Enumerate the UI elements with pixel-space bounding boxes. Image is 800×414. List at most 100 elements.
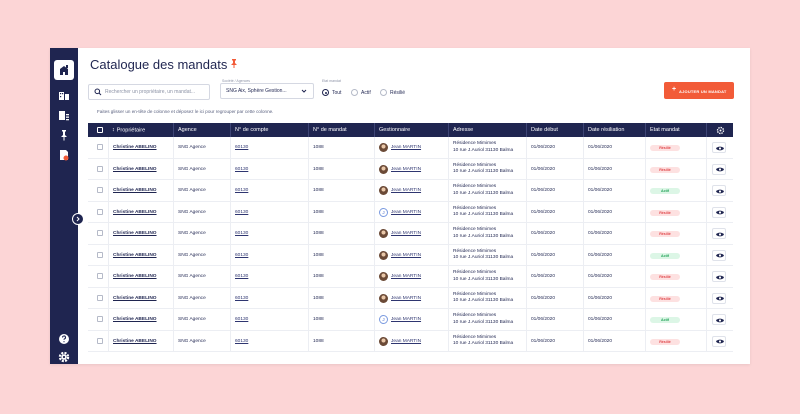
pin-icon[interactable] xyxy=(57,128,71,142)
view-button[interactable] xyxy=(712,314,726,325)
radio-dot[interactable] xyxy=(322,89,329,96)
account-link[interactable]: 60130 xyxy=(235,209,249,215)
view-button[interactable] xyxy=(712,163,726,175)
view-button[interactable] xyxy=(712,228,726,239)
column-header-status[interactable]: Etat mandat xyxy=(645,123,680,137)
manager-cell[interactable]: J Jean MARTIN xyxy=(374,309,448,331)
column-header-end[interactable]: Date résiliation xyxy=(583,123,624,137)
row-checkbox[interactable] xyxy=(97,273,103,279)
account-link[interactable]: 60130 xyxy=(235,145,249,150)
manager-cell[interactable]: Jean MARTIN xyxy=(374,287,448,309)
owner-link[interactable]: Christine ABELINO xyxy=(113,166,157,172)
manager-cell[interactable]: Jean MARTIN xyxy=(374,223,448,245)
row-checkbox[interactable] xyxy=(97,165,103,172)
account-link[interactable]: 60130 xyxy=(235,188,249,193)
manager-link[interactable]: Jean MARTIN xyxy=(391,209,422,215)
account-cell[interactable]: 60130 xyxy=(230,180,308,202)
row-checkbox[interactable] xyxy=(97,294,103,301)
owner-cell[interactable]: Christine ABELINO xyxy=(108,287,173,309)
pin-icon[interactable] xyxy=(230,59,238,68)
owner-cell[interactable]: Christine ABELINO xyxy=(108,330,173,352)
account-cell[interactable]: 60130 xyxy=(230,201,308,223)
column-settings-button[interactable] xyxy=(706,123,733,137)
manager-link[interactable]: Jean MARTIN xyxy=(391,145,422,150)
owner-cell[interactable]: Christine ABELINO xyxy=(108,223,173,245)
owner-link[interactable]: Christine ABELINO xyxy=(113,338,157,344)
manager-cell[interactable]: Jean MARTIN xyxy=(374,330,448,352)
account-link[interactable]: 60130 xyxy=(235,338,249,344)
column-header-manager[interactable]: Gestionnaire xyxy=(374,123,410,137)
column-header-address[interactable]: Adresse xyxy=(448,123,473,137)
view-button[interactable] xyxy=(712,335,726,347)
account-cell[interactable]: 60130 xyxy=(230,158,308,180)
owner-cell[interactable]: Christine ABELINO xyxy=(108,201,173,223)
table-row[interactable]: Christine ABELINO SNG Agence 60130 1088 Jean… xyxy=(88,330,733,352)
manager-cell[interactable]: Jean MARTIN xyxy=(374,180,448,202)
building-icon[interactable] xyxy=(57,88,71,102)
view-button[interactable] xyxy=(712,292,726,304)
owner-link[interactable]: Christine ABELINO xyxy=(113,231,157,236)
owner-cell[interactable]: Christine ABELINO xyxy=(108,309,173,331)
account-link[interactable]: 60130 xyxy=(235,231,249,236)
column-header-agency[interactable]: Agence xyxy=(173,123,197,137)
manager-cell[interactable]: J Jean MARTIN xyxy=(374,201,448,223)
view-button[interactable] xyxy=(712,185,726,196)
owner-link[interactable]: Christine ABELINO xyxy=(113,295,157,301)
row-checkbox[interactable] xyxy=(97,208,103,215)
manager-cell[interactable]: Jean MARTIN xyxy=(374,266,448,288)
account-cell[interactable]: 60130 xyxy=(230,309,308,331)
owner-link[interactable]: Christine ABELINO xyxy=(113,274,157,279)
row-checkbox[interactable] xyxy=(97,337,103,344)
row-checkbox[interactable] xyxy=(97,144,103,150)
table-row[interactable]: Christine ABELINO SNG Agence 60130 1088 Jean… xyxy=(88,244,733,266)
account-cell[interactable]: 60130 xyxy=(230,266,308,288)
account-cell[interactable]: 60130 xyxy=(230,287,308,309)
owner-cell[interactable]: Christine ABELINO xyxy=(108,180,173,202)
table-row[interactable]: Christine ABELINO SNG Agence 60130 1088 J Jea… xyxy=(88,309,733,331)
view-button[interactable] xyxy=(712,142,726,153)
table-row[interactable]: Christine ABELINO SNG Agence 60130 1088 Jean… xyxy=(88,266,733,288)
radio-dot[interactable] xyxy=(380,89,387,96)
radio-dot[interactable] xyxy=(351,89,358,96)
manager-link[interactable]: Jean MARTIN xyxy=(391,252,422,258)
account-cell[interactable]: 60130 xyxy=(230,330,308,352)
account-link[interactable]: 60130 xyxy=(235,252,249,258)
manager-cell[interactable]: Jean MARTIN xyxy=(374,244,448,266)
manager-link[interactable]: Jean MARTIN xyxy=(391,338,422,344)
manager-cell[interactable]: Jean MARTIN xyxy=(374,158,448,180)
account-link[interactable]: 60130 xyxy=(235,166,249,172)
table-row[interactable]: Christine ABELINO SNG Agence 60130 1088 Jean… xyxy=(88,180,733,202)
view-button[interactable] xyxy=(712,206,726,218)
row-checkbox[interactable] xyxy=(97,251,103,258)
manager-link[interactable]: Jean MARTIN xyxy=(391,274,422,279)
logo-icon[interactable] xyxy=(54,60,74,80)
settings-icon[interactable] xyxy=(57,350,71,364)
column-header-account[interactable]: N° de compte xyxy=(230,123,268,137)
table-row[interactable]: Christine ABELINO SNG Agence 60130 1088 Jean… xyxy=(88,223,733,245)
column-header-owner[interactable]: ↕ Propriétaire xyxy=(108,123,145,137)
table-row[interactable]: Christine ABELINO SNG Agence 60130 1088 J Jea… xyxy=(88,201,733,223)
owner-link[interactable]: Christine ABELINO xyxy=(113,188,157,193)
account-link[interactable]: 60130 xyxy=(235,274,249,279)
search-field[interactable] xyxy=(88,84,210,100)
help-icon[interactable] xyxy=(57,332,71,346)
manager-link[interactable]: Jean MARTIN xyxy=(391,231,422,236)
document-settings-icon[interactable] xyxy=(57,148,71,162)
table-row[interactable]: Christine ABELINO SNG Agence 60130 1088 Jean… xyxy=(88,137,733,159)
search-input[interactable] xyxy=(105,86,207,98)
manager-cell[interactable]: Jean MARTIN xyxy=(374,137,448,159)
owner-cell[interactable]: Christine ABELINO xyxy=(108,137,173,159)
view-button[interactable] xyxy=(712,271,726,282)
select-all-checkbox[interactable] xyxy=(97,127,103,133)
manager-link[interactable]: Jean MARTIN xyxy=(391,317,422,322)
row-checkbox[interactable] xyxy=(97,230,103,236)
row-checkbox[interactable] xyxy=(97,187,103,193)
account-cell[interactable]: 60130 xyxy=(230,137,308,159)
owner-link[interactable]: Christine ABELINO xyxy=(113,317,157,322)
row-checkbox[interactable] xyxy=(97,316,103,322)
account-cell[interactable]: 60130 xyxy=(230,244,308,266)
owner-cell[interactable]: Christine ABELINO xyxy=(108,266,173,288)
owner-link[interactable]: Christine ABELINO xyxy=(113,209,157,215)
manager-link[interactable]: Jean MARTIN xyxy=(391,166,422,172)
agency-select[interactable]: SNG Aix, Sphère Gestion... xyxy=(220,83,314,99)
